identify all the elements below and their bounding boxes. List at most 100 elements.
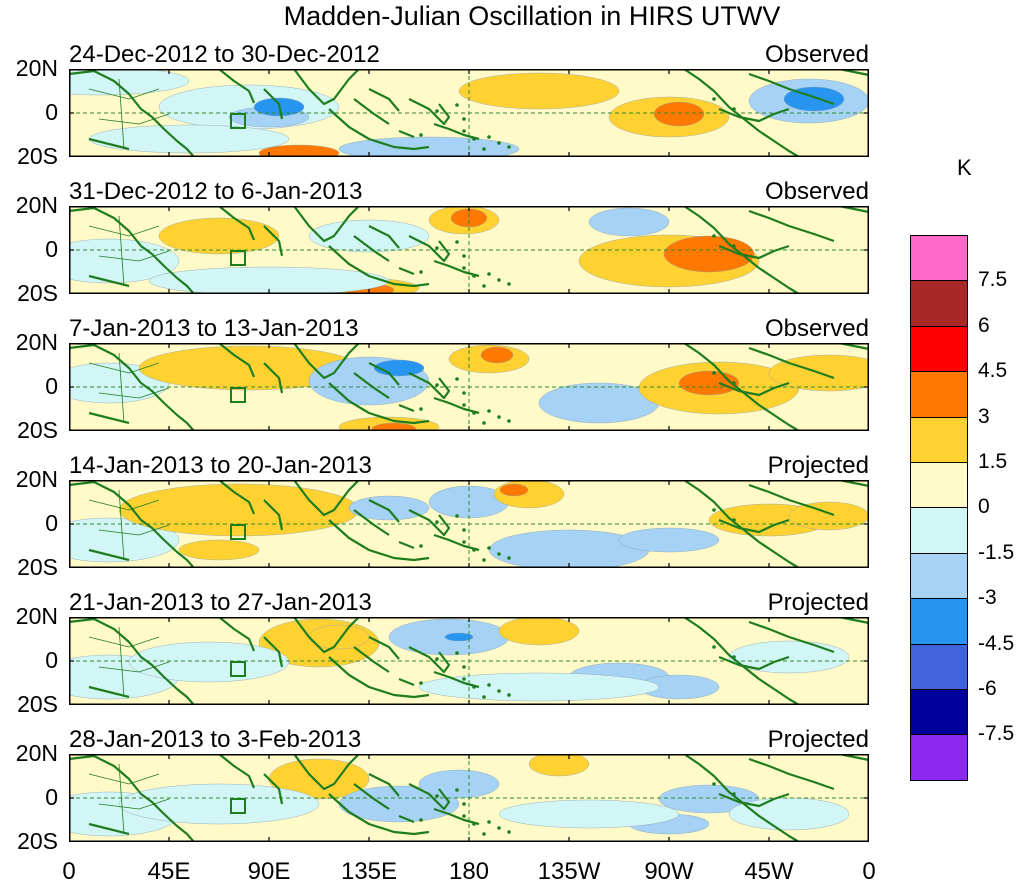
coastline bbox=[368, 88, 400, 112]
anomaly-map bbox=[68, 616, 870, 706]
coastline bbox=[718, 244, 790, 260]
island bbox=[455, 377, 459, 381]
colorbar-tick-label: 4.5 bbox=[978, 359, 1008, 383]
island bbox=[472, 548, 476, 552]
island bbox=[455, 651, 459, 655]
island bbox=[487, 820, 491, 824]
latitude-tick-label: 20S bbox=[17, 143, 58, 169]
colorbar-tick-label: 0 bbox=[978, 495, 990, 519]
colorbar-tick-label: -6 bbox=[978, 677, 997, 700]
coastline bbox=[408, 98, 451, 126]
coastline bbox=[218, 343, 256, 378]
coastline bbox=[748, 72, 835, 106]
island bbox=[455, 103, 459, 107]
coastline bbox=[328, 108, 430, 151]
longitude-tick-label: 90W bbox=[644, 858, 694, 885]
coastline bbox=[69, 754, 195, 842]
island bbox=[462, 403, 466, 407]
coastline bbox=[88, 137, 130, 151]
coastline bbox=[69, 480, 195, 568]
coastline bbox=[398, 677, 415, 687]
longitude-tick-label: 135W bbox=[537, 858, 601, 885]
coastline bbox=[748, 757, 835, 791]
island bbox=[462, 677, 466, 681]
coastline bbox=[218, 754, 256, 789]
coastline bbox=[293, 69, 360, 106]
island bbox=[455, 514, 459, 518]
anomaly-contour-region bbox=[118, 483, 360, 537]
region-box bbox=[230, 798, 246, 814]
island bbox=[455, 788, 459, 792]
island bbox=[712, 508, 716, 512]
latitude-tick-label: 0 bbox=[45, 236, 58, 262]
island bbox=[419, 681, 423, 685]
island bbox=[482, 558, 486, 562]
island bbox=[419, 544, 423, 548]
coastline bbox=[718, 107, 790, 123]
coastline bbox=[353, 372, 390, 399]
coastline bbox=[368, 773, 400, 797]
island bbox=[497, 278, 501, 282]
anomaly-contour-region bbox=[258, 144, 340, 157]
country-border bbox=[118, 215, 125, 287]
island bbox=[712, 645, 716, 649]
island bbox=[732, 244, 736, 248]
country-border bbox=[98, 524, 170, 536]
country-border bbox=[88, 225, 160, 237]
latitude-tick-label: 20N bbox=[15, 192, 58, 218]
coastline bbox=[353, 783, 390, 810]
coastline bbox=[408, 372, 451, 400]
colorbar-swatch bbox=[910, 644, 968, 690]
latitude-tick-label: 0 bbox=[45, 99, 58, 125]
anomaly-contour-region bbox=[588, 207, 670, 237]
island bbox=[462, 266, 466, 270]
island bbox=[497, 552, 501, 556]
island bbox=[455, 240, 459, 244]
longitude-tick-label: 90E bbox=[247, 858, 291, 885]
anomaly-contour-region bbox=[348, 495, 430, 521]
anomaly-contour-region bbox=[498, 617, 580, 646]
island bbox=[497, 826, 501, 830]
anomaly-contour-region bbox=[418, 769, 500, 799]
island bbox=[419, 270, 423, 274]
island bbox=[487, 546, 491, 550]
latitude-tick-label: 0 bbox=[45, 784, 58, 810]
island bbox=[462, 254, 466, 258]
island bbox=[435, 246, 439, 250]
island bbox=[482, 832, 486, 836]
panel-type-label: Projected bbox=[767, 452, 869, 479]
coastline bbox=[718, 381, 790, 397]
anomaly-contour-region bbox=[658, 784, 760, 814]
coastline bbox=[263, 499, 284, 531]
island bbox=[419, 407, 423, 411]
island bbox=[487, 135, 491, 139]
coastline bbox=[398, 814, 415, 824]
latitude-tick-label: 0 bbox=[45, 510, 58, 536]
panel-date-range: 28-Jan-2013 to 3-Feb-2013 bbox=[69, 726, 362, 753]
coastline bbox=[748, 346, 835, 380]
coastline bbox=[398, 266, 415, 276]
colorbar-tick-label: -1.5 bbox=[978, 540, 1015, 564]
coastline bbox=[718, 518, 790, 534]
anomaly-contour-region bbox=[118, 783, 320, 825]
coastline bbox=[263, 362, 284, 394]
coastline bbox=[69, 69, 195, 157]
country-border bbox=[88, 773, 160, 785]
coastline bbox=[353, 509, 390, 536]
anomaly-contour-region bbox=[69, 238, 180, 284]
latitude-tick-label: 20S bbox=[17, 280, 58, 306]
coastline bbox=[218, 206, 256, 241]
latitude-tick-label: 20N bbox=[15, 55, 58, 81]
coastline bbox=[398, 129, 415, 139]
unit-label: K bbox=[957, 155, 972, 180]
island bbox=[732, 655, 736, 659]
colorbar-tick-label: -7.5 bbox=[978, 722, 1015, 746]
anomaly-map-panel bbox=[68, 479, 870, 569]
coastline bbox=[328, 793, 430, 836]
coastline bbox=[748, 483, 835, 517]
colorbar-swatch bbox=[910, 417, 968, 463]
country-border bbox=[88, 499, 160, 511]
colorbar bbox=[910, 235, 968, 781]
panel-type-label: Observed bbox=[764, 178, 869, 205]
coastline bbox=[408, 235, 451, 263]
